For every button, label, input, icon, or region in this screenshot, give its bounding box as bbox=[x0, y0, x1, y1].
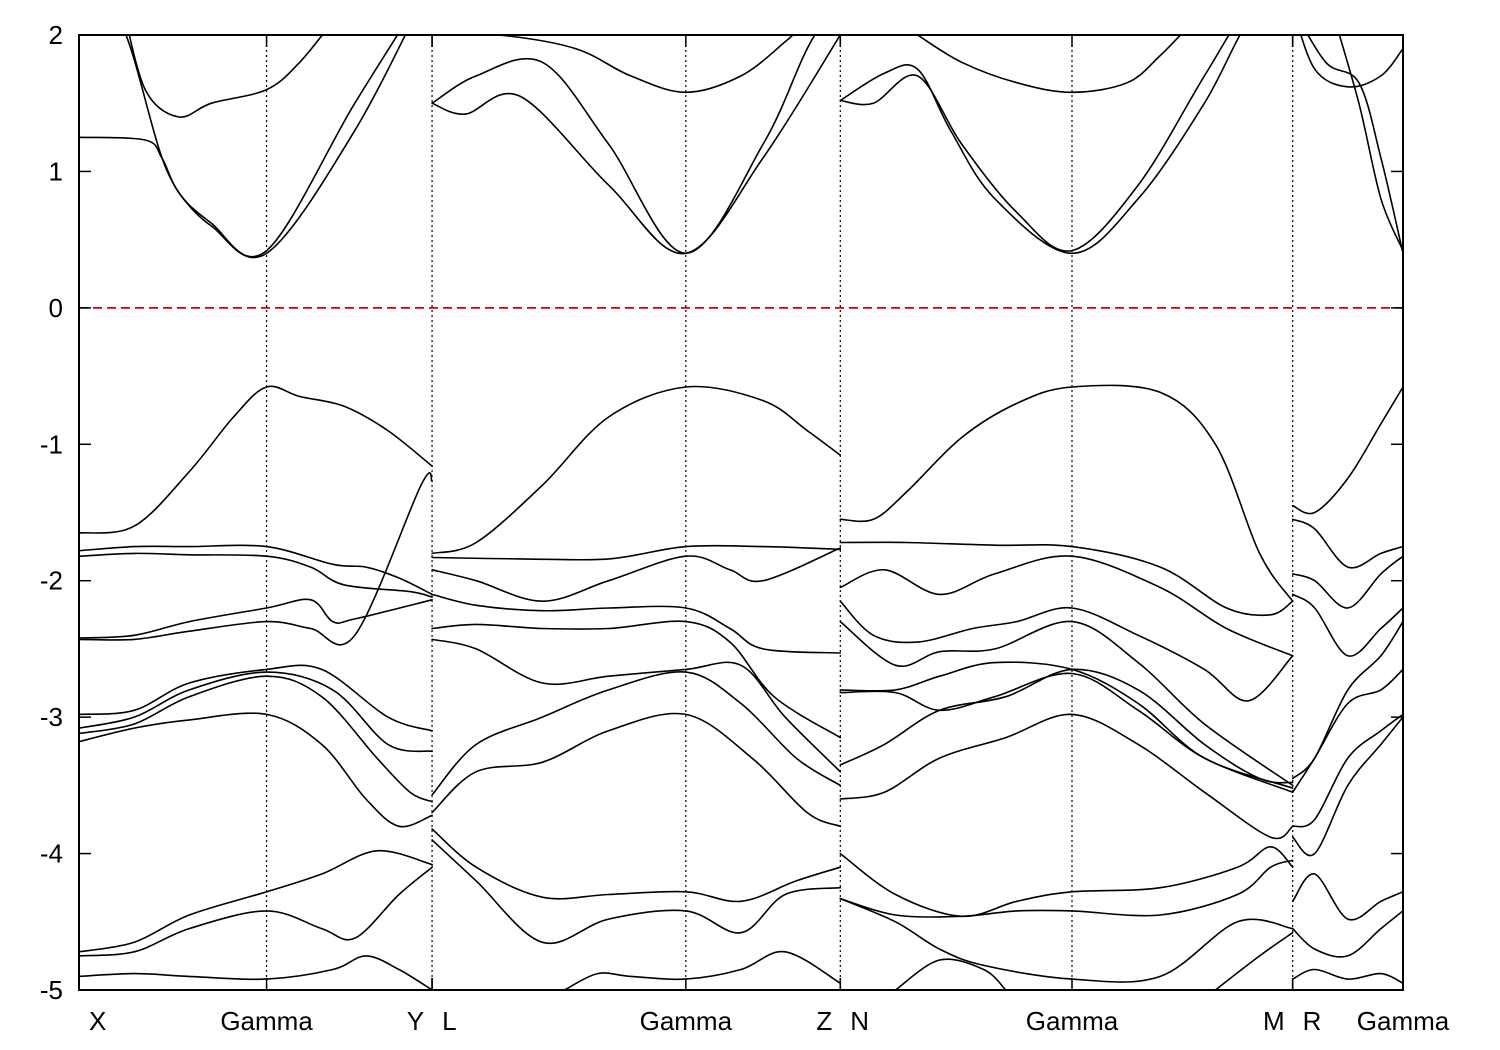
x-tick-label-5: Z bbox=[816, 1006, 832, 1036]
band-line-59 bbox=[1291, 968, 1403, 984]
band-line-40 bbox=[839, 668, 1294, 784]
x-tick-label-2: Y bbox=[407, 1006, 424, 1036]
band-line-35 bbox=[839, 600, 1294, 702]
axes-layer bbox=[78, 34, 1404, 991]
band-line-49 bbox=[1291, 386, 1403, 515]
band-line-19 bbox=[431, 544, 842, 561]
band-line-32 bbox=[839, 384, 1294, 602]
plot-frame bbox=[78, 34, 1404, 991]
band-line-38 bbox=[839, 672, 1294, 793]
band-line-54 bbox=[1291, 668, 1403, 793]
y-tick-label-5: -3 bbox=[40, 702, 63, 732]
x-tick-label-9: R bbox=[1303, 1006, 1322, 1036]
band-line-0 bbox=[79, 35, 407, 259]
band-line-7 bbox=[79, 471, 433, 646]
band-line-36 bbox=[839, 620, 1294, 787]
x-tick-label-4: Gamma bbox=[640, 1006, 733, 1036]
band-line-44 bbox=[894, 958, 1007, 990]
band-line-55 bbox=[1291, 713, 1403, 828]
band-line-24 bbox=[431, 671, 842, 796]
x-tick-label-8: M bbox=[1263, 1006, 1285, 1036]
y-tick-label-7: -5 bbox=[40, 975, 63, 1005]
band-line-6 bbox=[79, 598, 433, 639]
x-tick-label-1: Gamma bbox=[220, 1006, 313, 1036]
band-line-18 bbox=[431, 385, 842, 555]
band-line-14 bbox=[79, 955, 433, 990]
y-tick-label-3: -1 bbox=[40, 429, 63, 459]
band-line-25 bbox=[431, 712, 842, 828]
band-line-47 bbox=[1306, 35, 1403, 255]
band-line-2 bbox=[128, 35, 324, 118]
band-line-9 bbox=[79, 671, 433, 753]
band-line-52 bbox=[1291, 593, 1403, 657]
band-line-34 bbox=[839, 555, 1294, 657]
x-tick-label-0: X bbox=[89, 1006, 106, 1036]
band-line-15 bbox=[431, 35, 816, 255]
band-line-5 bbox=[79, 552, 433, 598]
band-line-53 bbox=[1291, 620, 1403, 780]
band-line-31 bbox=[916, 35, 1182, 94]
band-line-57 bbox=[1291, 873, 1403, 921]
y-tick-label-0: 2 bbox=[49, 20, 63, 50]
band-line-21 bbox=[431, 593, 842, 654]
band-line-48 bbox=[1338, 35, 1403, 252]
band-line-33 bbox=[839, 541, 1294, 617]
guides-layer bbox=[79, 35, 1403, 990]
band-line-23 bbox=[431, 638, 842, 773]
band-line-22 bbox=[431, 620, 842, 739]
band-line-10 bbox=[79, 675, 433, 803]
band-line-45 bbox=[1214, 931, 1294, 990]
band-line-8 bbox=[79, 664, 433, 732]
y-tick-label-6: -4 bbox=[40, 839, 63, 869]
x-tick-label-10: Gamma bbox=[1357, 1006, 1450, 1036]
band-line-50 bbox=[1291, 518, 1403, 569]
labels-layer: 2 1 0 -1 -2 -3 -4 -5 X Gamma Y L Gamma Z N Gamma M R Gamma bbox=[40, 20, 1450, 1036]
band-line-43 bbox=[839, 897, 1294, 983]
y-tick-label-4: -2 bbox=[40, 566, 63, 596]
y-tick-label-1: 1 bbox=[49, 156, 63, 186]
band-line-20 bbox=[431, 547, 842, 602]
band-line-39 bbox=[839, 713, 1294, 840]
band-line-51 bbox=[1291, 555, 1403, 609]
band-line-13 bbox=[79, 866, 433, 957]
band-line-1 bbox=[125, 35, 399, 258]
band-line-11 bbox=[79, 712, 433, 828]
band-line-16 bbox=[431, 35, 842, 255]
band-line-27 bbox=[431, 839, 842, 945]
x-tick-label-6: N bbox=[850, 1006, 869, 1036]
x-tick-label-7: Gamma bbox=[1026, 1006, 1119, 1036]
x-tick-label-3: L bbox=[442, 1006, 456, 1036]
band-line-30 bbox=[839, 35, 1230, 252]
band-line-3 bbox=[79, 385, 433, 534]
band-line-29 bbox=[839, 35, 1241, 255]
y-tick-label-2: 0 bbox=[49, 293, 63, 323]
band-line-26 bbox=[431, 828, 842, 903]
band-line-58 bbox=[1291, 910, 1403, 958]
band-line-4 bbox=[79, 544, 433, 596]
band-line-46 bbox=[1300, 35, 1403, 88]
band-line-56 bbox=[1291, 716, 1403, 857]
